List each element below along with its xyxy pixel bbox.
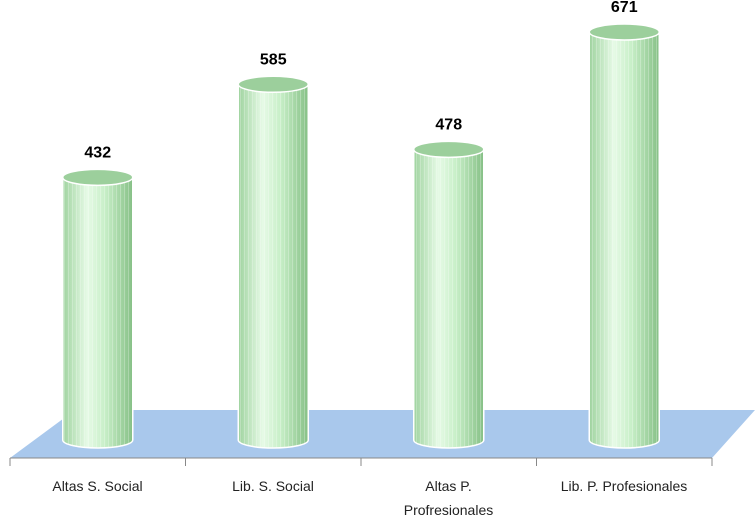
cylinder-top: [413, 140, 485, 159]
cylinder-stripes: [589, 32, 660, 448]
x-tick-label: Lib. P. Profesionales: [560, 478, 688, 494]
value-label: 478: [435, 116, 462, 133]
bar: [413, 140, 485, 449]
bar: [62, 168, 134, 449]
x-tick-label: Altas P. Profresionales: [403, 478, 494, 518]
cylinder-top: [237, 75, 309, 94]
cylinder-stripes: [238, 84, 309, 448]
bar: [237, 75, 309, 449]
bar: [588, 23, 660, 449]
value-label: 671: [611, 0, 638, 16]
x-tick-label: Lib. S. Social: [232, 478, 314, 494]
cylinder-top: [62, 168, 134, 187]
floor: [10, 410, 755, 458]
cylinder-stripes: [62, 177, 133, 448]
cylinder-stripes: [413, 149, 484, 448]
value-label: 432: [84, 144, 111, 161]
cylinder-top: [588, 23, 660, 41]
x-tick-label: Altas S. Social: [52, 478, 143, 494]
value-label: 585: [260, 51, 287, 68]
